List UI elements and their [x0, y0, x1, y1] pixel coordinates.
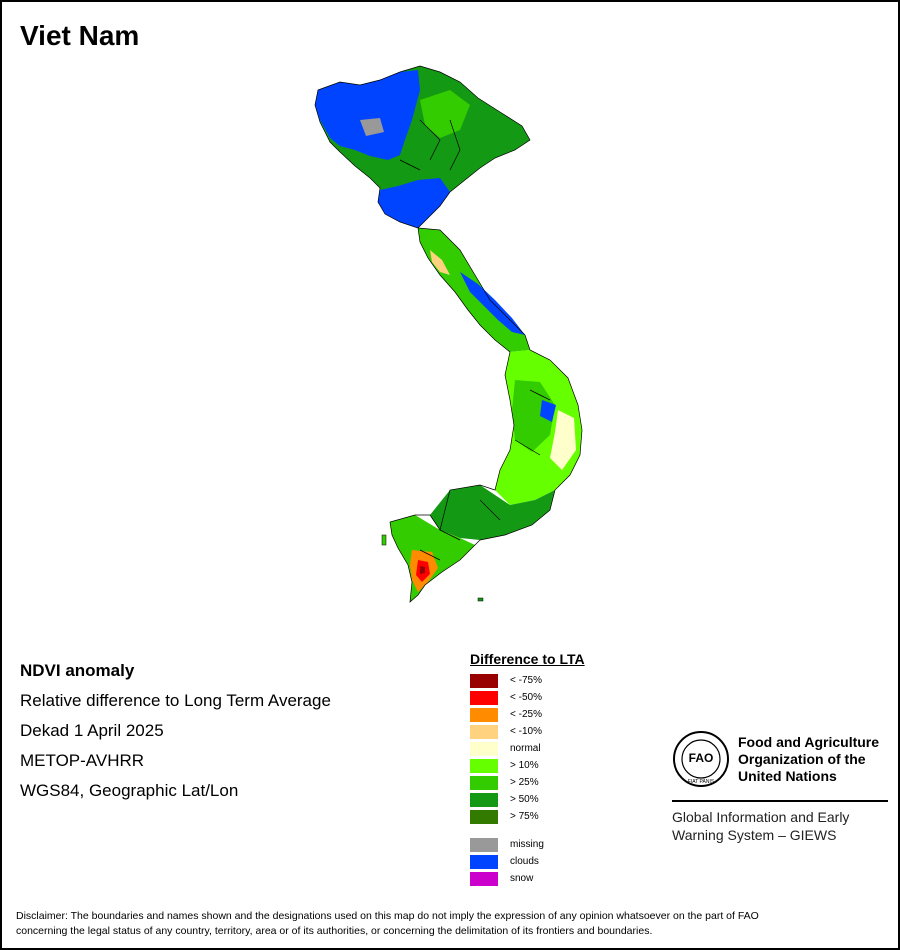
vietnam-ndvi-map [314, 65, 583, 603]
legend-swatch [470, 792, 498, 807]
legend-row: normal [470, 740, 585, 757]
legend-row: clouds [470, 853, 585, 870]
legend-swatch [470, 854, 498, 869]
info-line-2: Dekad 1 April 2025 [20, 721, 164, 740]
legend-label: < -75% [510, 675, 542, 686]
fao-divider [672, 800, 888, 802]
south-central-dark [512, 380, 555, 452]
legend-label: > 50% [510, 794, 539, 805]
legend-swatch [470, 707, 498, 722]
legend-label: normal [510, 743, 541, 754]
delta-extreme [420, 566, 425, 574]
legend-label: > 10% [510, 760, 539, 771]
north-clouds [315, 70, 420, 160]
north-missing [360, 118, 384, 136]
legend-row: > 50% [470, 791, 585, 808]
legend-label: < -25% [510, 709, 542, 720]
legend-label: missing [510, 839, 544, 850]
central-clouds [460, 272, 525, 335]
legend-row: < -50% [470, 689, 585, 706]
legend-row: snow [470, 870, 585, 887]
legend-swatch [470, 775, 498, 790]
legend-special: missing clouds snow [470, 836, 585, 887]
fao-logo-icon: FAO FIAT PANIS [673, 731, 729, 787]
legend-label: clouds [510, 856, 539, 867]
legend-classes: < -75% < -50% < -25% < -10% normal > 10% > 25%… [470, 672, 585, 825]
legend-row: > 10% [470, 757, 585, 774]
legend-row: < -25% [470, 706, 585, 723]
giews-line-2: Warning System – GIEWS [672, 827, 837, 843]
fao-name-line-3: United Nations [738, 767, 837, 784]
giews-line-1: Global Information and Early [672, 809, 850, 825]
legend-label: > 75% [510, 811, 539, 822]
legend-swatch [470, 690, 498, 705]
fao-name-line-1: Food and Agriculture [738, 733, 880, 750]
legend-row: < -75% [470, 672, 585, 689]
fao-name-line-2: Organization of the [738, 750, 866, 767]
disclaimer: Disclaimer: The boundaries and names sho… [16, 909, 886, 939]
province-boundaries [314, 65, 583, 603]
info-block: NDVI anomaly Relative difference to Long… [20, 656, 331, 806]
info-line-3: METOP-AVHRR [20, 751, 145, 770]
legend-swatch [470, 758, 498, 773]
info-heading: NDVI anomaly [20, 661, 135, 680]
legend-swatch [470, 837, 498, 852]
legend-title: Difference to LTA [470, 651, 585, 667]
fao-name: Food and Agriculture Organization of the… [738, 734, 879, 785]
south-central-normal [550, 410, 576, 470]
legend-swatch [470, 673, 498, 688]
fao-logo-ring-text: FIAT PANIS [688, 779, 715, 785]
legend-swatch [470, 724, 498, 739]
disclaimer-line-1: Disclaimer: The boundaries and names sho… [16, 910, 759, 922]
legend-swatch [470, 741, 498, 756]
north-clouds-2 [378, 178, 450, 228]
legend-swatch [470, 871, 498, 886]
legend-label: < -10% [510, 726, 542, 737]
info-line-1: Relative difference to Long Term Average [20, 691, 331, 710]
fao-block: FAO FIAT PANIS Food and Agriculture Orga… [672, 730, 888, 844]
info-line-4: WGS84, Geographic Lat/Lon [20, 781, 239, 800]
island-1 [381, 534, 387, 546]
central-normal [430, 250, 450, 275]
legend-row: missing [470, 836, 585, 853]
island-2 [477, 597, 484, 602]
legend: Difference to LTA < -75% < -50% < -25% < -1… [470, 651, 585, 887]
south-central-clouds [540, 400, 556, 422]
legend-row: > 25% [470, 774, 585, 791]
legend-swatch [470, 809, 498, 824]
legend-row: > 75% [470, 808, 585, 825]
disclaimer-line-2: concerning the legal status of any count… [16, 925, 653, 937]
map-title: Viet Nam [20, 20, 140, 51]
north-light-green [420, 90, 470, 138]
legend-row: < -10% [470, 723, 585, 740]
fao-logo-letters: FAO [689, 751, 714, 765]
legend-label: > 25% [510, 777, 539, 788]
legend-label: < -50% [510, 692, 542, 703]
legend-label: snow [510, 873, 534, 884]
